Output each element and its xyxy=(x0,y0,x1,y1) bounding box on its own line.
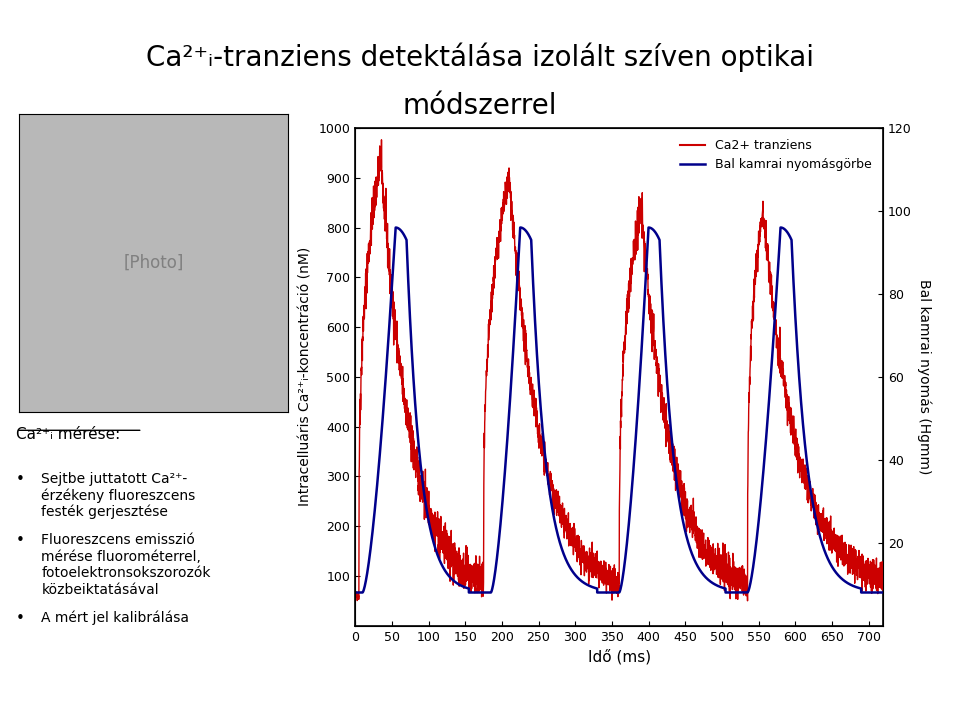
Text: •: • xyxy=(16,611,25,626)
Text: [Photo]: [Photo] xyxy=(124,254,183,272)
X-axis label: Idő (ms): Idő (ms) xyxy=(588,649,651,665)
Text: fotoelektronsokszorozók: fotoelektronsokszorozók xyxy=(41,566,211,580)
Text: módszerrel: módszerrel xyxy=(403,92,557,120)
Y-axis label: Bal kamrai nyomás (Hgmm): Bal kamrai nyomás (Hgmm) xyxy=(918,279,932,474)
Text: Ca²⁺ᵢ-tranziens detektálása izolált szíven optikai: Ca²⁺ᵢ-tranziens detektálása izolált szív… xyxy=(146,43,814,72)
Text: Ca²⁺ᵢ mérése:: Ca²⁺ᵢ mérése: xyxy=(16,427,120,442)
Legend: Ca2+ tranziens, Bal kamrai nyomásgörbe: Ca2+ tranziens, Bal kamrai nyomásgörbe xyxy=(675,134,876,176)
Y-axis label: Intracelluáris Ca²⁺ᵢ-koncentráció (nM): Intracelluáris Ca²⁺ᵢ-koncentráció (nM) xyxy=(299,247,313,506)
Text: Fluoreszcens emisszió: Fluoreszcens emisszió xyxy=(41,533,195,547)
Text: érzékeny fluoreszcens: érzékeny fluoreszcens xyxy=(41,488,196,503)
Text: •: • xyxy=(16,472,25,487)
FancyBboxPatch shape xyxy=(19,114,288,412)
Text: festék gerjesztése: festék gerjesztése xyxy=(41,505,168,520)
Text: mérése fluorométerrel,: mérése fluorométerrel, xyxy=(41,550,202,564)
Text: •: • xyxy=(16,533,25,548)
Text: közbeiktatásával: közbeiktatásával xyxy=(41,582,159,597)
Text: Sejtbe juttatott Ca²⁺-: Sejtbe juttatott Ca²⁺- xyxy=(41,472,187,486)
Text: A mért jel kalibrálása: A mért jel kalibrálása xyxy=(41,611,189,626)
